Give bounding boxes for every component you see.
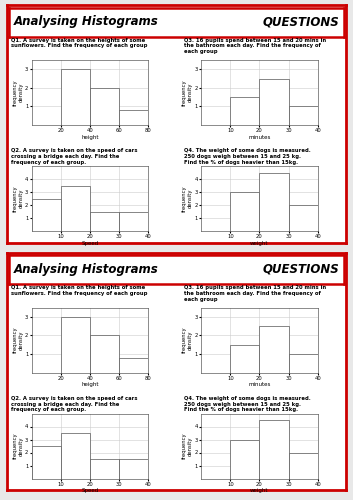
- Bar: [90, 88, 119, 125]
- Y-axis label: frequency
density: frequency density: [12, 432, 24, 460]
- Text: Q1. A survey is taken on the heights of some
sunflowers. Find the frequency of e: Q1. A survey is taken on the heights of …: [11, 38, 147, 48]
- Text: Q3. 16 pupils spend between 15 and 20 mins in
the bathroom each day. Find the fr: Q3. 16 pupils spend between 15 and 20 mi…: [184, 38, 326, 54]
- Text: Q3. 16 pupils spend between 15 and 20 mins in
the bathroom each day. Find the fr: Q3. 16 pupils spend between 15 and 20 mi…: [184, 285, 326, 302]
- Text: Q4. The weight of some dogs is measured.
250 dogs weigh between 15 and 25 kg.
Fi: Q4. The weight of some dogs is measured.…: [184, 148, 310, 165]
- Bar: [259, 172, 289, 231]
- X-axis label: minutes: minutes: [248, 135, 271, 140]
- Y-axis label: frequency
density: frequency density: [12, 185, 24, 212]
- X-axis label: Speed: Speed: [82, 488, 98, 494]
- Bar: [90, 212, 119, 231]
- X-axis label: weight: weight: [250, 488, 269, 494]
- Bar: [32, 198, 61, 231]
- Bar: [289, 205, 318, 231]
- Bar: [289, 452, 318, 478]
- Bar: [231, 344, 259, 372]
- Text: Analysing Histograms: Analysing Histograms: [14, 16, 158, 28]
- Bar: [259, 420, 289, 478]
- Text: QUESTIONS: QUESTIONS: [262, 16, 339, 28]
- Text: Q2. A survey is taken on the speed of cars
crossing a bridge each day. Find the
: Q2. A survey is taken on the speed of ca…: [11, 396, 137, 412]
- Y-axis label: frequency
density: frequency density: [12, 79, 24, 106]
- Bar: [231, 440, 259, 478]
- Bar: [119, 459, 148, 478]
- X-axis label: weight: weight: [250, 241, 269, 246]
- X-axis label: Speed: Speed: [82, 241, 98, 246]
- Bar: [61, 317, 90, 372]
- Bar: [259, 78, 289, 125]
- Bar: [90, 336, 119, 372]
- Bar: [231, 97, 259, 125]
- Bar: [289, 354, 318, 372]
- Bar: [61, 186, 90, 231]
- Bar: [259, 326, 289, 372]
- Bar: [61, 433, 90, 478]
- Text: QUESTIONS: QUESTIONS: [262, 263, 339, 276]
- X-axis label: height: height: [81, 135, 99, 140]
- X-axis label: minutes: minutes: [248, 382, 271, 388]
- Y-axis label: frequency
density: frequency density: [182, 185, 193, 212]
- Bar: [119, 110, 148, 125]
- Bar: [231, 192, 259, 231]
- Text: Analysing Histograms: Analysing Histograms: [14, 263, 158, 276]
- Bar: [119, 212, 148, 231]
- Y-axis label: frequency
density: frequency density: [12, 326, 24, 353]
- Text: Q2. A survey is taken on the speed of cars
crossing a bridge each day. Find the
: Q2. A survey is taken on the speed of ca…: [11, 148, 137, 165]
- Bar: [32, 446, 61, 478]
- Bar: [61, 70, 90, 125]
- Text: Q1. A survey is taken on the heights of some
sunflowers. Find the frequency of e: Q1. A survey is taken on the heights of …: [11, 285, 147, 296]
- Y-axis label: frequency
density: frequency density: [182, 326, 193, 353]
- Bar: [90, 459, 119, 478]
- X-axis label: height: height: [81, 382, 99, 388]
- Y-axis label: frequency
density: frequency density: [182, 432, 193, 460]
- Bar: [119, 358, 148, 372]
- Text: Q4. The weight of some dogs is measured.
250 dogs weigh between 15 and 25 kg.
Fi: Q4. The weight of some dogs is measured.…: [184, 396, 310, 412]
- Y-axis label: frequency
density: frequency density: [182, 79, 193, 106]
- Bar: [289, 106, 318, 125]
